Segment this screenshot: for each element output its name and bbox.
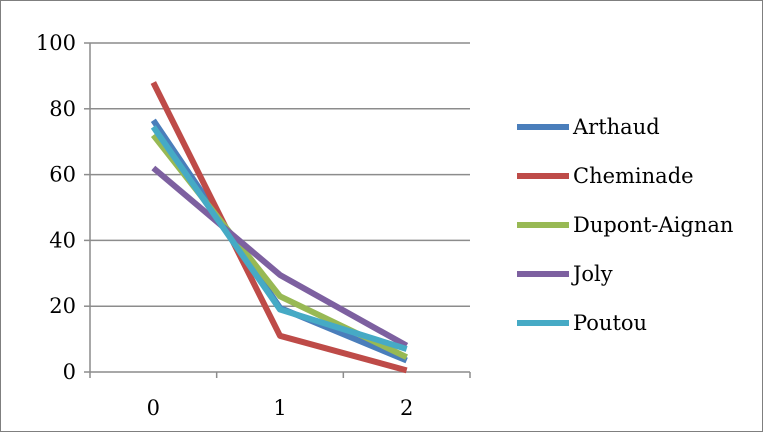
series-line-poutou xyxy=(150,125,408,352)
series-line-cheminade xyxy=(150,81,408,374)
legend: Arthaud Cheminade Dupont-Aignan Joly Poutou xyxy=(517,115,733,335)
y-tick-label: 0 xyxy=(63,360,76,384)
y-tick-label: 60 xyxy=(49,163,76,187)
gridlines xyxy=(84,42,471,378)
legend-label: Dupont-Aignan xyxy=(573,213,733,237)
axes xyxy=(89,43,470,373)
legend-label: Poutou xyxy=(573,311,647,335)
y-tick-label: 40 xyxy=(49,228,76,252)
legend-label: Joly xyxy=(571,262,613,286)
legend-label: Cheminade xyxy=(573,164,694,188)
legend-label: Arthaud xyxy=(572,115,660,139)
x-tick-label: 2 xyxy=(400,396,413,420)
series-line-joly xyxy=(151,165,409,349)
series-lines xyxy=(150,81,409,374)
x-tick-label: 1 xyxy=(273,396,286,420)
y-tick-label: 20 xyxy=(49,294,76,318)
y-tick-label: 80 xyxy=(49,97,76,121)
y-tick-labels: 0 20 40 60 80 100 xyxy=(36,31,76,384)
x-tick-labels: 0 1 2 xyxy=(147,396,414,420)
x-tick-label: 0 xyxy=(147,396,160,420)
y-tick-label: 100 xyxy=(36,31,76,55)
